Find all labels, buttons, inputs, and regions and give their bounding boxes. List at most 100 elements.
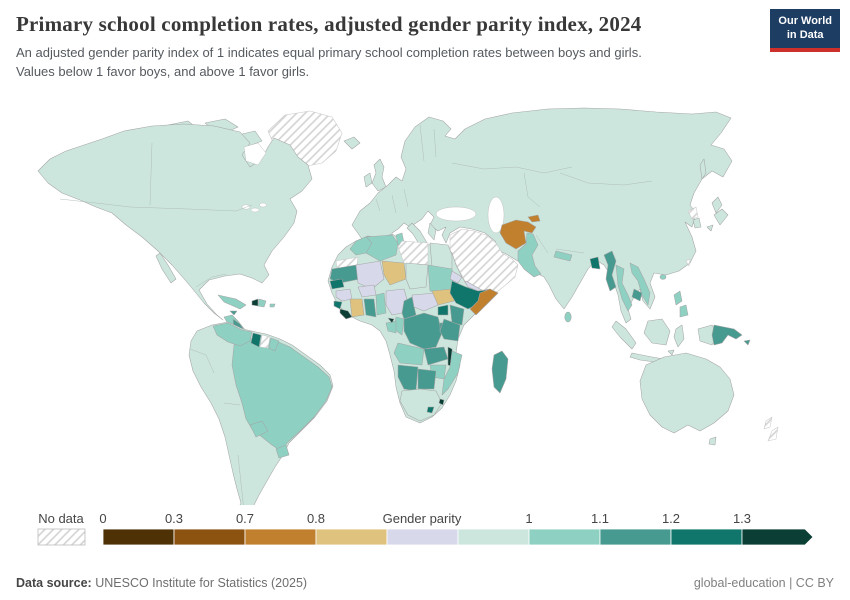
hudson-bay <box>243 142 267 166</box>
region-mali[interactable] <box>355 260 385 290</box>
region-nepal[interactable] <box>553 250 573 262</box>
region-solomon-islands[interactable] <box>743 339 751 346</box>
legend-tick-07: 0.7 <box>236 511 254 526</box>
legend-bin-1-1.1[interactable] <box>528 528 601 546</box>
region-venezuela[interactable] <box>212 322 253 347</box>
region-democratic-republic-of-congo[interactable] <box>403 312 443 350</box>
legend-bin-0.3-0.7[interactable] <box>173 528 246 546</box>
region-liberia[interactable] <box>339 308 353 320</box>
region-ireland[interactable] <box>363 172 373 188</box>
region-bangladesh[interactable] <box>589 256 601 270</box>
region-puerto-rico[interactable] <box>269 303 276 308</box>
page-title: Primary school completion rates, adjuste… <box>16 12 642 36</box>
legend-no-data-label: No data <box>38 511 84 526</box>
region-tajikistan[interactable] <box>527 214 541 223</box>
region-botswana[interactable] <box>417 368 437 390</box>
region-angola[interactable] <box>393 342 425 366</box>
region-taiwan[interactable] <box>685 258 691 267</box>
region-somalia[interactable] <box>469 288 499 316</box>
region-french-guiana[interactable] <box>268 337 280 352</box>
region-paraguay[interactable] <box>249 420 269 438</box>
region-canada-usa-mexico[interactable] <box>37 123 313 321</box>
region-uruguay[interactable] <box>275 444 290 459</box>
region-sri-lanka[interactable] <box>564 311 572 323</box>
region-guyana[interactable] <box>250 332 262 348</box>
region-tasmania[interactable] <box>708 436 717 446</box>
license-link[interactable]: global-education | CC BY <box>693 576 834 590</box>
region-central-african-republic[interactable] <box>411 292 439 312</box>
legend-bin-1.2-1.3[interactable] <box>670 528 743 546</box>
great-lake <box>259 202 267 208</box>
region-south-sudan[interactable] <box>431 288 455 306</box>
legend-bin-0-0.3[interactable] <box>102 528 175 546</box>
region-ivory-coast[interactable] <box>349 298 365 318</box>
region-ghana[interactable] <box>363 298 377 318</box>
legend-tick-03: 0.3 <box>165 511 183 526</box>
region-saudi-arabia-iraq-oman[interactable] <box>449 228 519 298</box>
logo-line-2: in Data <box>786 28 824 41</box>
black-sea <box>435 206 477 222</box>
region-niger[interactable] <box>381 260 407 286</box>
owid-logo[interactable]: Our World in Data <box>770 9 840 52</box>
region-guinea[interactable] <box>335 288 353 302</box>
region-togo-benin[interactable] <box>375 292 387 316</box>
region-senegal[interactable] <box>329 278 345 290</box>
region-mauritania[interactable] <box>329 264 361 284</box>
figure-subtitle: An adjusted gender parity index of 1 ind… <box>16 44 760 82</box>
region-chad[interactable] <box>405 262 429 290</box>
region-baja-california[interactable] <box>155 252 177 284</box>
legend-bin-0.7-0.8[interactable] <box>244 528 317 546</box>
world-map <box>0 103 850 524</box>
region-australia[interactable] <box>639 352 735 434</box>
region-mozambique[interactable] <box>441 350 463 396</box>
legend-bin-parity-below[interactable] <box>386 528 459 546</box>
subtitle-line-2: Values below 1 favor boys, and above 1 f… <box>16 63 310 79</box>
region-uganda[interactable] <box>437 304 449 316</box>
legend-tick-12: 1.2 <box>662 511 680 526</box>
region-algeria[interactable] <box>365 234 399 262</box>
region-eritrea[interactable] <box>449 270 463 284</box>
region-suriname[interactable] <box>259 334 271 349</box>
legend-bin-parity-above[interactable] <box>457 528 530 546</box>
subtitle-line-1: An adjusted gender parity index of 1 ind… <box>16 45 642 60</box>
region-papua-new-guinea[interactable] <box>711 324 743 346</box>
region-philippines[interactable] <box>673 290 689 318</box>
legend-svg: No data 0 0.3 0.7 0.8 Gender parity 1 1.… <box>37 511 814 546</box>
region-egypt[interactable] <box>429 242 453 270</box>
legend-tick-13: 1.3 <box>733 511 751 526</box>
region-greece[interactable] <box>427 222 437 241</box>
region-cuba[interactable] <box>217 294 247 310</box>
world-map-svg <box>0 103 850 524</box>
region-sakhalin[interactable] <box>699 158 707 180</box>
legend-no-data-swatch[interactable] <box>37 528 86 546</box>
region-hainan[interactable] <box>659 274 667 280</box>
figure-footer: Data source: UNESCO Institute for Statis… <box>16 576 834 590</box>
region-vietnam-laos[interactable] <box>629 262 651 306</box>
region-dominican-republic[interactable] <box>257 298 267 308</box>
region-eswatini[interactable] <box>438 398 445 406</box>
region-north-korea[interactable] <box>687 206 699 220</box>
region-new-zealand[interactable] <box>763 416 779 442</box>
legend-bin-1.3-plus-arrow[interactable] <box>741 528 814 546</box>
region-thailand[interactable] <box>615 264 633 312</box>
region-iceland[interactable] <box>343 136 361 150</box>
region-south-korea[interactable] <box>692 217 702 229</box>
region-jamaica[interactable] <box>229 310 238 316</box>
legend-tick-11: 1.1 <box>591 511 609 526</box>
region-brazil[interactable] <box>231 335 333 452</box>
region-madagascar[interactable] <box>491 350 509 394</box>
region-equatorial-guinea[interactable] <box>387 317 395 324</box>
region-japan[interactable] <box>706 196 729 232</box>
legend-bin-0.8[interactable] <box>315 528 388 546</box>
region-cambodia[interactable] <box>631 288 643 302</box>
region-tanzania[interactable] <box>439 318 461 342</box>
region-kenya[interactable] <box>449 304 465 326</box>
region-lesotho[interactable] <box>426 406 435 414</box>
region-myanmar[interactable] <box>603 250 617 292</box>
region-pakistan[interactable] <box>517 232 542 278</box>
legend-bin-1.1-1.2[interactable] <box>599 528 672 546</box>
data-source-value: UNESCO Institute for Statistics (2025) <box>95 576 308 590</box>
region-afghanistan[interactable] <box>499 219 537 250</box>
legend-tick-gender-parity: Gender parity <box>383 511 462 526</box>
